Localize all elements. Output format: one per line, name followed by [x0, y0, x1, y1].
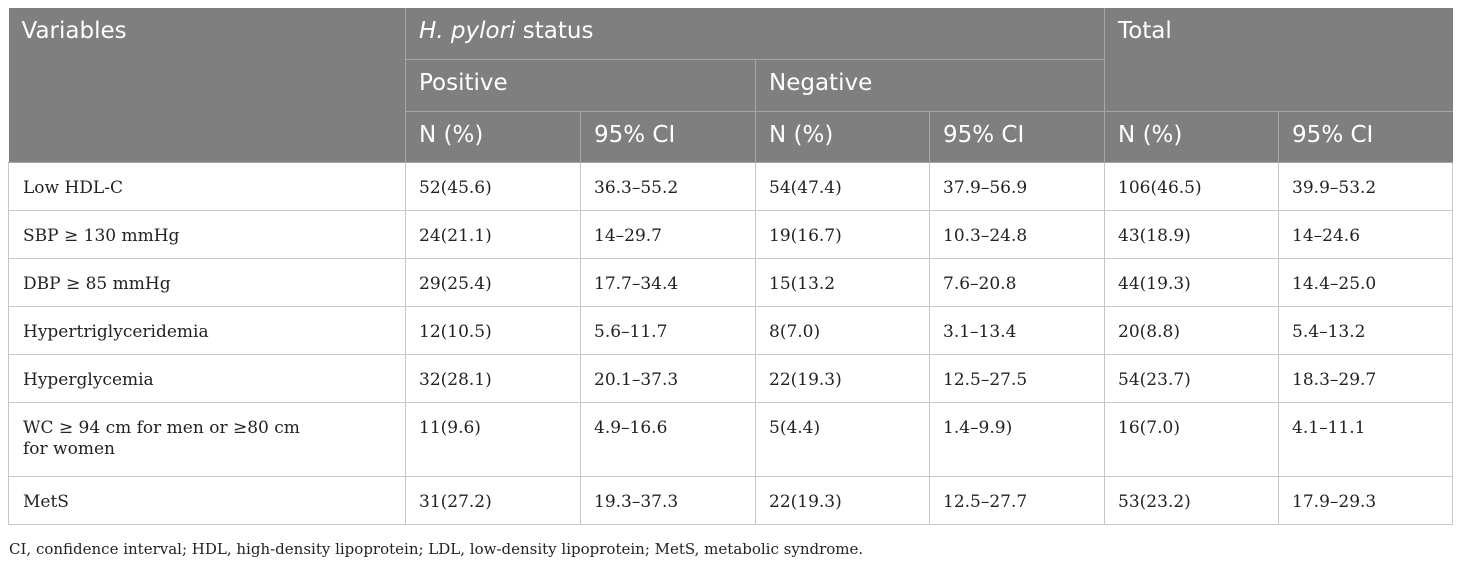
cell-positive-ci: 36.3–55.2: [580, 161, 756, 211]
cell-positive-ci: 14–29.7: [580, 209, 756, 259]
header-row-2: Positive Negative: [9, 59, 1453, 112]
header-row-1: Variables H. pylori status Total: [8, 8, 1453, 163]
cell-negative-n: 54(47.4): [755, 161, 930, 211]
cell-negative-n: 22(19.3): [755, 353, 930, 403]
header-total: Total: [1104, 8, 1453, 112]
header-negative-n: N (%): [755, 111, 930, 163]
cell-negative-ci: 12.5–27.7: [928, 475, 1106, 525]
cell-total-ci: 39.9–53.2: [1278, 161, 1454, 211]
cell-positive-ci: 20.1–37.3: [580, 353, 756, 403]
data-table: Variables H. pylori status Total Positiv…: [8, 8, 1454, 525]
cell-total-n: 44(19.3): [1104, 257, 1280, 307]
header-hp-status: H. pylori status: [405, 8, 1106, 60]
header-positive-n: N (%): [405, 111, 581, 163]
table-row: WC ≥ 94 cm for men or ≥80 cm for women 11…: [8, 401, 1454, 477]
cell-negative-n: 15(13.2: [755, 257, 930, 307]
header-hp-status-rest: status: [515, 18, 594, 44]
cell-negative-n: 5(4.4): [755, 401, 930, 477]
header-total-n: N (%): [1104, 111, 1280, 163]
cell-positive-n: 32(28.1): [405, 353, 581, 403]
cell-variable: Hyperglycemia: [8, 353, 406, 403]
cell-positive-ci: 4.9–16.6: [580, 401, 756, 477]
cell-negative-n: 22(19.3): [755, 475, 930, 525]
cell-positive-ci: 19.3–37.3: [580, 475, 756, 525]
cell-variable-line-1: WC ≥ 94 cm for men or ≥80 cm: [23, 417, 300, 438]
cell-positive-n: 12(10.5): [405, 305, 581, 355]
cell-variable: SBP ≥ 130 mmHg: [8, 209, 406, 259]
cell-total-ci: 14.4–25.0: [1278, 257, 1454, 307]
header-negative-ci: 95% CI: [929, 111, 1106, 163]
table-row: MetS 31(27.2) 19.3–37.3 22(19.3) 12.5–27…: [8, 475, 1454, 525]
cell-variable: Hypertriglyceridemia: [8, 305, 406, 355]
header-positive: Positive: [405, 59, 756, 112]
cell-positive-n: 11(9.6): [405, 401, 581, 477]
cell-positive-n: 31(27.2): [405, 475, 581, 525]
header-negative: Negative: [755, 59, 1106, 112]
cell-total-ci: 17.9–29.3: [1278, 475, 1454, 525]
cell-total-n: 20(8.8): [1104, 305, 1280, 355]
cell-variable: Low HDL-C: [8, 161, 406, 211]
cell-positive-n: 29(25.4): [405, 257, 581, 307]
cell-negative-ci: 3.1–13.4: [928, 305, 1106, 355]
cell-positive-n: 52(45.6): [405, 161, 581, 211]
cell-negative-ci: 10.3–24.8: [928, 209, 1106, 259]
table-row: Hyperglycemia 32(28.1) 20.1–37.3 22(19.3…: [8, 353, 1454, 403]
cell-variable: DBP ≥ 85 mmHg: [8, 257, 406, 307]
cell-total-n: 54(23.7): [1104, 353, 1280, 403]
cell-total-n: 53(23.2): [1104, 475, 1280, 525]
table-row: Low HDL-C 52(45.6) 36.3–55.2 54(47.4) 37…: [8, 161, 1454, 211]
header-variables: Variables: [8, 8, 406, 163]
cell-negative-n: 19(16.7): [755, 209, 930, 259]
cell-total-ci: 14–24.6: [1278, 209, 1454, 259]
cell-positive-ci: 5.6–11.7: [580, 305, 756, 355]
cell-negative-ci: 37.9–56.9: [928, 161, 1106, 211]
cell-total-n: 16(7.0): [1104, 401, 1280, 477]
cell-total-ci: 4.1–11.1: [1278, 401, 1454, 477]
cell-variable: WC ≥ 94 cm for men or ≥80 cm for women: [8, 401, 406, 477]
header-positive-ci: 95% CI: [580, 111, 756, 163]
cell-positive-ci: 17.7–34.4: [580, 257, 756, 307]
header-total-ci: 95% CI: [1278, 111, 1453, 163]
cell-negative-ci: 7.6–20.8: [928, 257, 1106, 307]
cell-positive-n: 24(21.1): [405, 209, 581, 259]
cell-total-ci: 5.4–13.2: [1278, 305, 1454, 355]
table-row: DBP ≥ 85 mmHg 29(25.4) 17.7–34.4 15(13.2…: [8, 257, 1454, 307]
table-row: Hypertriglyceridemia 12(10.5) 5.6–11.7 8…: [8, 305, 1454, 355]
table-row: SBP ≥ 130 mmHg 24(21.1) 14–29.7 19(16.7)…: [8, 209, 1454, 259]
cell-total-n: 106(46.5): [1104, 161, 1280, 211]
table-body: Low HDL-C 52(45.6) 36.3–55.2 54(47.4) 37…: [8, 161, 1454, 525]
cell-negative-ci: 1.4–9.9): [928, 401, 1106, 477]
cell-total-n: 43(18.9): [1104, 209, 1280, 259]
table-header: Variables H. pylori status Total Positiv…: [8, 8, 1453, 163]
header-hp-status-italic: H. pylori: [419, 18, 516, 44]
cell-negative-ci: 12.5–27.5: [928, 353, 1106, 403]
cell-total-ci: 18.3–29.7: [1278, 353, 1454, 403]
table-footnote: CI, confidence interval; HDL, high-densi…: [9, 540, 864, 558]
cell-negative-n: 8(7.0): [755, 305, 930, 355]
cell-variable: MetS: [8, 475, 406, 525]
cell-variable-line-2: for women: [23, 438, 115, 459]
